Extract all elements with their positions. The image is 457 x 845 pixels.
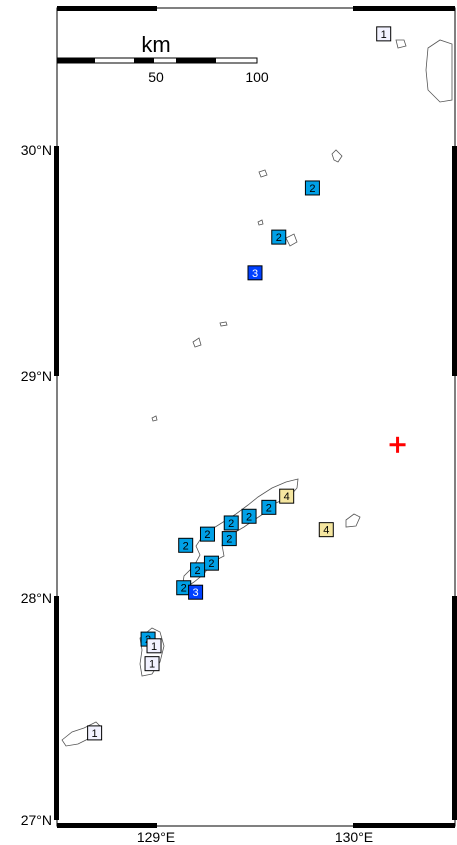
station-marker-box (144, 656, 160, 672)
station-intensity-label: 2 (208, 558, 214, 570)
station-marker: 2 (223, 515, 239, 531)
station-intensity-label: 1 (151, 641, 157, 653)
island-akuseki (258, 169, 268, 178)
station-marker-box (261, 499, 277, 515)
station-marker-box (241, 508, 257, 524)
station-intensity-label: 2 (195, 565, 201, 577)
station-marker-box (223, 515, 239, 531)
station-intensity-label: 3 (252, 268, 258, 280)
station-marker: 1 (144, 656, 160, 672)
station-intensity-label: 2 (266, 502, 272, 514)
lat-label-30: 30°N (21, 142, 52, 158)
island-kodakara (331, 149, 343, 163)
station-intensity-label: 2 (246, 511, 252, 523)
station-intensity-label: 2 (181, 583, 187, 595)
station-marker-box (221, 531, 237, 547)
station-intensity-label: 3 (193, 587, 199, 599)
station-intensity-label: 1 (149, 659, 155, 671)
station-marker-box (279, 488, 295, 504)
station-marker: 2 (190, 562, 206, 578)
island-small-a (257, 219, 264, 226)
station-marker: 2 (221, 531, 237, 547)
lat-label-28: 28°N (21, 590, 52, 606)
island-yokoate (192, 337, 202, 348)
station-intensity-label: 2 (183, 540, 189, 552)
scale-bar: km 50 100 (56, 32, 269, 85)
lat-label-29: 29°N (21, 368, 52, 384)
station-marker-box (178, 537, 194, 553)
lat-label-27: 27°N (21, 812, 52, 828)
station-marker: 2 (241, 508, 257, 524)
station-marker-box (304, 180, 320, 196)
station-marker-box (247, 265, 263, 281)
map-frame (56, 7, 456, 827)
station-markers: 12234222222222342111 (87, 26, 392, 741)
station-marker: 2 (178, 537, 194, 553)
station-intensity-label: 1 (92, 728, 98, 740)
scale-bar-tick-50: 50 (148, 69, 164, 85)
station-intensity-label: 4 (323, 525, 329, 537)
station-intensity-label: 2 (228, 518, 234, 530)
station-marker-box (199, 526, 215, 542)
station-marker: 3 (247, 265, 263, 281)
island-yakushima-edge (425, 39, 453, 103)
station-marker: 1 (146, 638, 162, 654)
station-intensity-label: 2 (276, 232, 282, 244)
station-intensity-label: 4 (284, 491, 290, 503)
lon-label-129: 129°E (137, 829, 175, 845)
station-marker: 1 (87, 725, 103, 741)
island-kikai (345, 513, 361, 528)
station-marker: 2 (199, 526, 215, 542)
station-marker-box (271, 229, 287, 245)
station-marker: 2 (304, 180, 320, 196)
axis-labels: 30°N 29°N 28°N 27°N 129°E 130°E (21, 142, 373, 845)
scale-bar-title: km (141, 32, 170, 57)
island-takarajima (285, 233, 298, 247)
island-kuchinoerabu-edge (395, 39, 407, 49)
station-marker: 1 (376, 26, 392, 42)
station-marker-box (190, 562, 206, 578)
station-marker: 4 (279, 488, 295, 504)
station-marker: 2 (261, 499, 277, 515)
station-marker-box (87, 725, 103, 741)
scale-bar-tick-100: 100 (245, 69, 269, 85)
station-marker-box (146, 638, 162, 654)
station-marker-box (318, 522, 334, 538)
island-small-c (219, 321, 228, 327)
station-intensity-label: 2 (204, 529, 210, 541)
station-intensity-label: 2 (226, 534, 232, 546)
frame-bars (54, 6, 457, 828)
station-intensity-label: 1 (381, 29, 387, 41)
station-marker: 2 (271, 229, 287, 245)
station-marker: 2 (203, 555, 219, 571)
station-marker-box (188, 584, 204, 600)
station-marker: 4 (318, 522, 334, 538)
station-marker: 3 (188, 584, 204, 600)
epicenter-marker (389, 436, 406, 453)
station-marker-box (376, 26, 392, 42)
island-small-b (151, 415, 158, 422)
station-intensity-label: 2 (309, 183, 315, 195)
lon-label-130: 130°E (335, 829, 373, 845)
